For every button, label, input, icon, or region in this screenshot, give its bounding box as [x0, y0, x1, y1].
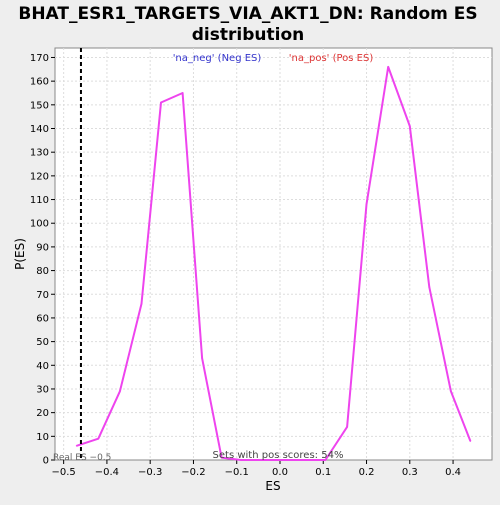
y-tick-label: 150: [30, 100, 49, 111]
x-tick-label: 0.0: [272, 467, 288, 478]
data-point: [75, 444, 78, 447]
data-point: [240, 459, 242, 461]
y-tick-label: 130: [30, 148, 49, 159]
y-tick-label: 60: [36, 313, 49, 324]
y-tick-label: 50: [36, 337, 49, 348]
data-point: [201, 357, 203, 359]
data-point: [346, 426, 348, 428]
y-tick-label: 160: [30, 77, 49, 88]
y-tick-label: 80: [36, 266, 49, 277]
x-tick-label: 0.2: [359, 467, 375, 478]
x-tick-label: −0.5: [52, 467, 76, 478]
y-axis-label: P(ES): [13, 238, 27, 270]
y-axis-ticks: 0 10 20 30 40 50 60 70 80 90 100 110 120 130 140 150 160…: [30, 53, 55, 467]
data-point: [305, 459, 307, 461]
x-tick-label: 0.3: [402, 467, 418, 478]
data-point: [283, 459, 286, 461]
x-tick-label: −0.3: [138, 467, 162, 478]
y-tick-label: 140: [30, 124, 49, 135]
x-axis-label: ES: [265, 479, 280, 493]
x-tick-label: 0.4: [445, 467, 461, 478]
data-point: [450, 390, 452, 393]
x-tick-label: −0.4: [95, 467, 119, 478]
y-tick-label: 100: [30, 219, 49, 230]
y-tick-label: 0: [43, 456, 49, 467]
data-point: [469, 440, 472, 442]
y-tick-label: 30: [36, 384, 49, 395]
data-point: [428, 286, 431, 288]
y-tick-label: 10: [36, 432, 49, 443]
legend-neg: 'na_neg' (Neg ES): [173, 53, 262, 64]
plot-area: [54, 47, 493, 461]
legend-pos: 'na_pos' (Pos ES): [289, 53, 374, 64]
data-point: [365, 203, 368, 206]
data-point: [181, 92, 184, 94]
chart-title-line-2: distribution: [192, 25, 304, 45]
y-tick-label: 90: [36, 242, 49, 253]
y-tick-label: 120: [30, 171, 49, 182]
x-tick-label: −0.1: [225, 467, 249, 478]
y-tick-label: 70: [36, 290, 49, 301]
y-tick-label: 110: [30, 195, 49, 206]
data-point: [160, 101, 162, 104]
data-point: [140, 302, 143, 305]
data-point: [408, 125, 411, 127]
data-point: [220, 456, 223, 459]
series-group: [75, 65, 472, 461]
data-point: [387, 66, 389, 68]
y-tick-label: 20: [36, 408, 49, 419]
x-tick-label: 0.1: [315, 467, 331, 478]
data-point: [119, 390, 121, 393]
y-tick-label: 170: [30, 53, 49, 64]
data-point: [261, 459, 264, 461]
x-tick-label: −0.2: [181, 467, 205, 478]
x-axis-ticks: −0.5 −0.4 −0.3 −0.2 −0.1 0.0 0.1 0.2 0.3 0.4: [52, 460, 461, 478]
data-point: [97, 437, 100, 440]
es-distribution-line: [76, 65, 472, 461]
y-tick-label: 40: [36, 361, 49, 372]
data-point: [324, 459, 327, 461]
real-es-label: Real ES −0.5: [53, 453, 111, 463]
chart-title-line-1: BHAT_ESR1_TARGETS_VIA_AKT1_DN: Random ES: [18, 4, 477, 24]
pos-scores-annotation: Sets with pos scores: 54%: [213, 450, 344, 461]
